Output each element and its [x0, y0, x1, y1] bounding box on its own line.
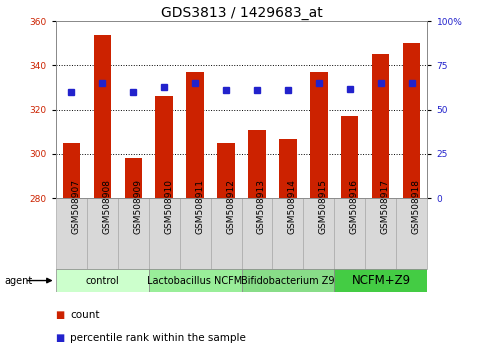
Text: control: control — [85, 275, 119, 286]
Text: GSM508916: GSM508916 — [350, 179, 359, 234]
Text: count: count — [70, 310, 99, 320]
Bar — [186, 72, 203, 198]
Text: GSM508910: GSM508910 — [164, 179, 173, 234]
Text: percentile rank within the sample: percentile rank within the sample — [70, 333, 246, 343]
FancyBboxPatch shape — [56, 198, 86, 269]
Bar — [311, 72, 327, 198]
Title: GDS3813 / 1429683_at: GDS3813 / 1429683_at — [161, 6, 322, 20]
FancyBboxPatch shape — [180, 198, 211, 269]
Text: Bifidobacterium Z9: Bifidobacterium Z9 — [241, 275, 335, 286]
Text: ■: ■ — [56, 333, 65, 343]
FancyBboxPatch shape — [149, 198, 180, 269]
FancyBboxPatch shape — [366, 198, 397, 269]
Text: GSM508911: GSM508911 — [195, 179, 204, 234]
Text: GSM508909: GSM508909 — [133, 179, 142, 234]
Bar — [217, 143, 235, 198]
FancyBboxPatch shape — [334, 269, 427, 292]
FancyBboxPatch shape — [272, 198, 303, 269]
Bar — [156, 97, 172, 198]
Text: GSM508918: GSM508918 — [412, 179, 421, 234]
Text: GSM508908: GSM508908 — [102, 179, 111, 234]
Text: GSM508915: GSM508915 — [319, 179, 328, 234]
Text: GSM508907: GSM508907 — [71, 179, 80, 234]
Text: NCFM+Z9: NCFM+Z9 — [352, 274, 411, 287]
FancyBboxPatch shape — [86, 198, 117, 269]
Bar — [372, 55, 389, 198]
Text: GSM508912: GSM508912 — [226, 179, 235, 234]
Bar — [125, 159, 142, 198]
Text: GSM508917: GSM508917 — [381, 179, 390, 234]
Bar — [403, 44, 421, 198]
Text: GSM508914: GSM508914 — [288, 179, 297, 234]
Bar — [94, 34, 111, 198]
FancyBboxPatch shape — [211, 198, 242, 269]
FancyBboxPatch shape — [242, 269, 334, 292]
Bar — [341, 116, 358, 198]
FancyBboxPatch shape — [117, 198, 149, 269]
FancyBboxPatch shape — [149, 269, 242, 292]
Bar — [248, 130, 266, 198]
Text: Lactobacillus NCFM: Lactobacillus NCFM — [147, 275, 242, 286]
Text: ■: ■ — [56, 310, 65, 320]
Bar — [280, 138, 297, 198]
FancyBboxPatch shape — [334, 198, 366, 269]
FancyBboxPatch shape — [303, 198, 334, 269]
Text: GSM508913: GSM508913 — [257, 179, 266, 234]
FancyBboxPatch shape — [56, 269, 149, 292]
FancyBboxPatch shape — [397, 198, 427, 269]
FancyBboxPatch shape — [242, 198, 272, 269]
Text: agent: agent — [5, 275, 33, 286]
Bar — [62, 143, 80, 198]
